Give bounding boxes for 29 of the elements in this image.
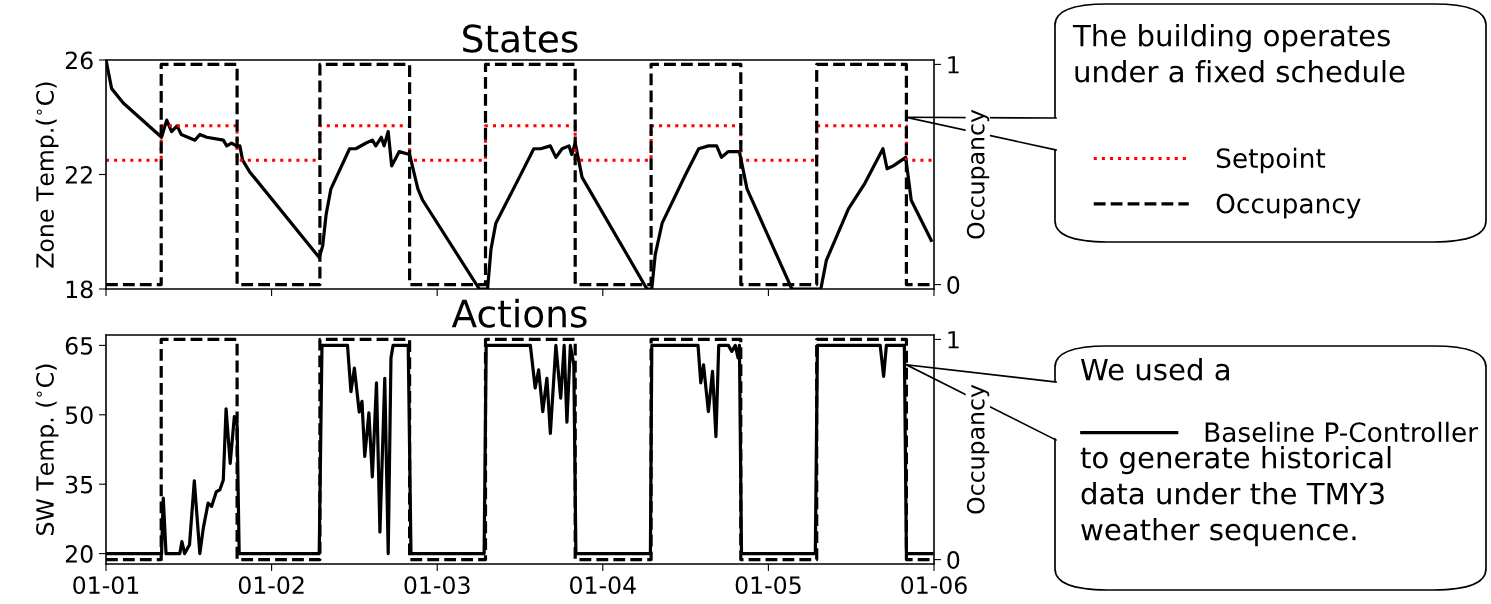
y2-axis-title: Occupancy xyxy=(966,384,990,514)
y-tick-label: 22 xyxy=(65,165,92,184)
x-tick-label: 01-06 xyxy=(901,576,967,595)
y2-tick-label: 1 xyxy=(948,331,959,349)
chart-title: Actions xyxy=(451,298,587,328)
legend-label: Occupancy xyxy=(1216,193,1361,219)
y-axis-title: Zone Temp.($^{∘}$C) xyxy=(35,82,59,268)
y2-tick-label: 0 xyxy=(947,551,960,569)
y-tick-label: 35 xyxy=(65,475,93,494)
x-tick-label: 01-02 xyxy=(238,576,304,595)
y2-axis-title: Occupancy xyxy=(966,109,990,239)
annotation: The building operates under a fixed schedule xyxy=(1072,24,1405,83)
y-tick-label: 65 xyxy=(65,336,93,355)
y-tick-label: 18 xyxy=(66,280,93,299)
x-tick-label: 01-01 xyxy=(73,576,139,595)
y-axis-title: SW Temp. ($^{∘}$C) xyxy=(35,364,59,535)
legend-label: Baseline P-Controller xyxy=(1205,421,1479,443)
annotation: to generate historical data under the TMY3 weather sequence. xyxy=(1080,446,1391,547)
legend-label: Setpoint xyxy=(1216,147,1326,174)
y2-tick-label: 0 xyxy=(947,276,960,294)
y-tick-label: 26 xyxy=(65,51,93,70)
x-tick-label: 01-05 xyxy=(735,576,801,595)
x-tick-label: 01-04 xyxy=(570,576,636,595)
chart-title: States xyxy=(463,24,578,53)
y2-tick-label: 1 xyxy=(948,56,959,74)
x-tick-label: 01-03 xyxy=(404,576,470,595)
y-tick-label: 50 xyxy=(65,406,93,425)
y-tick-label: 20 xyxy=(65,545,93,563)
annotation: We used a xyxy=(1080,358,1229,381)
